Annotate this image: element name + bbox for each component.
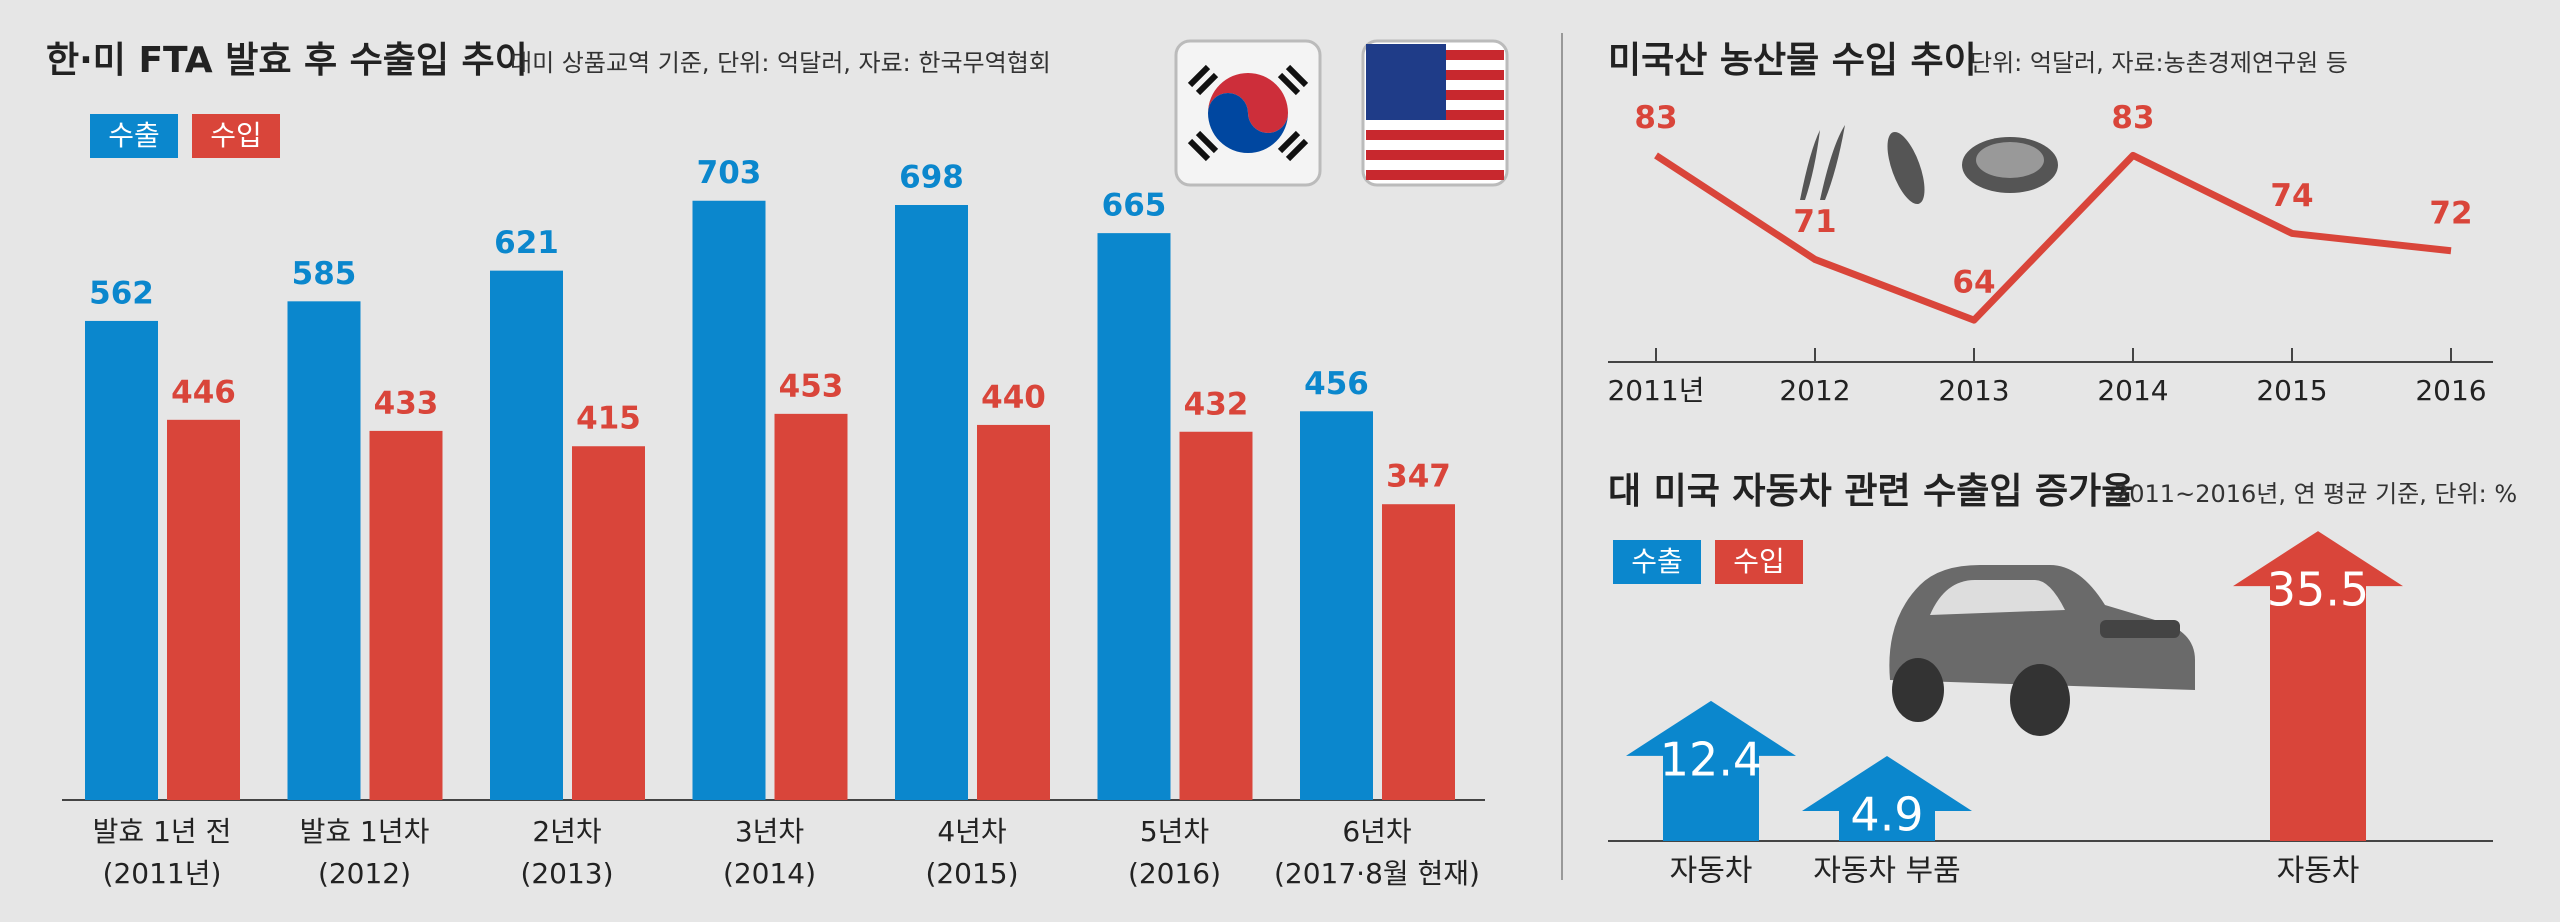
value-label: 585	[292, 256, 357, 292]
x-tick-label: (2017·8월 현재)	[1274, 857, 1480, 890]
legend-label: 수출	[1631, 545, 1683, 578]
value-label: 433	[374, 385, 439, 421]
bar	[1300, 411, 1373, 800]
legend-swatch	[90, 114, 178, 158]
legend-label: 수입	[1733, 545, 1785, 578]
value-label: 665	[1102, 188, 1167, 224]
value-label: 83	[2111, 100, 2154, 136]
chart-title: 한·미 FTA 발효 후 수출입 추이	[46, 40, 528, 81]
car-icon	[1889, 565, 2195, 736]
x-tick-label: (2015)	[925, 857, 1018, 890]
bar	[1382, 504, 1455, 800]
bar	[490, 270, 563, 801]
x-tick-label: 자동차	[1670, 854, 1753, 889]
korea-flag	[1174, 39, 1322, 187]
value-label: 4.9	[1850, 787, 1923, 841]
bar	[369, 430, 443, 800]
value-label: 12.4	[1660, 732, 1762, 786]
x-tick-label: 자동차 부품	[1813, 854, 1961, 889]
chart-subtitle: 2011~2016년, 연 평균 기준, 단위: %	[2114, 480, 2517, 508]
x-tick-label: (2011년)	[103, 857, 222, 890]
bar	[287, 301, 361, 800]
x-tick-label: 2015	[2256, 374, 2327, 407]
x-tick-label: 2011년	[1607, 374, 1704, 407]
x-tick-label: 2년차	[532, 815, 601, 848]
value-label: 456	[1304, 366, 1369, 402]
bar	[1179, 431, 1253, 800]
bar	[1097, 233, 1171, 800]
x-tick-label: 2012	[1779, 374, 1850, 407]
legend-swatch	[1715, 540, 1803, 584]
x-tick-label: (2014)	[723, 857, 816, 890]
value-label: 440	[981, 379, 1046, 415]
legend-swatch	[192, 114, 280, 158]
arrow	[2233, 531, 2403, 841]
legend-swatch	[1613, 540, 1701, 584]
value-label: 446	[171, 374, 236, 410]
value-label: 415	[576, 401, 641, 437]
x-tick-label: (2012)	[318, 857, 411, 890]
x-tick-label: 2013	[1938, 374, 2009, 407]
x-tick-label: 3년차	[735, 815, 804, 848]
bar	[895, 205, 968, 800]
value-label: 64	[1952, 265, 1995, 301]
arrow	[1802, 755, 1972, 841]
value-label: 453	[779, 368, 844, 404]
value-label: 621	[494, 225, 559, 261]
value-label: 698	[899, 160, 964, 196]
x-tick-label: 4년차	[937, 815, 1006, 848]
bar	[774, 413, 848, 800]
bar	[85, 320, 158, 800]
value-label: 347	[1386, 459, 1451, 495]
chart-subtitle: 단위: 억달러, 자료:농촌경제연구원 등	[1970, 49, 2348, 77]
bar	[167, 419, 240, 800]
chart-title: 대 미국 자동차 관련 수출입 증가율	[1608, 471, 2134, 512]
value-label: 74	[2270, 178, 2313, 214]
x-tick-label: (2013)	[520, 857, 613, 890]
x-tick-label: 발효 1년차	[300, 815, 430, 848]
arrow	[1626, 700, 1796, 841]
chart-title: 미국산 농산물 수입 추이	[1608, 40, 1977, 81]
value-label: 562	[89, 275, 154, 311]
value-label: 72	[2429, 195, 2472, 231]
bar	[572, 446, 645, 800]
chart-subtitle: 대미 상품교역 기준, 단위: 억달러, 자료: 한국무역협회	[510, 49, 1051, 77]
legend-label: 수출	[108, 119, 160, 152]
value-label: 71	[1793, 204, 1836, 240]
x-tick-label: 6년차	[1342, 815, 1411, 848]
bar	[977, 424, 1050, 800]
x-tick-label: 5년차	[1140, 815, 1209, 848]
line	[1654, 151, 2452, 324]
value-label: 83	[1634, 100, 1677, 136]
x-tick-label: 2014	[2097, 374, 2168, 407]
value-label: 35.5	[2267, 563, 2369, 617]
x-tick-label: 발효 1년 전	[93, 815, 232, 848]
x-tick-label: 2016	[2415, 374, 2486, 407]
value-label: 703	[697, 155, 762, 191]
us-flag	[1361, 39, 1509, 187]
food-icons	[1800, 125, 2058, 205]
value-label: 432	[1184, 386, 1249, 422]
x-tick-label: 자동차	[2277, 854, 2360, 889]
bar	[692, 200, 766, 801]
x-tick-label: (2016)	[1128, 857, 1221, 890]
legend-label: 수입	[210, 119, 262, 152]
